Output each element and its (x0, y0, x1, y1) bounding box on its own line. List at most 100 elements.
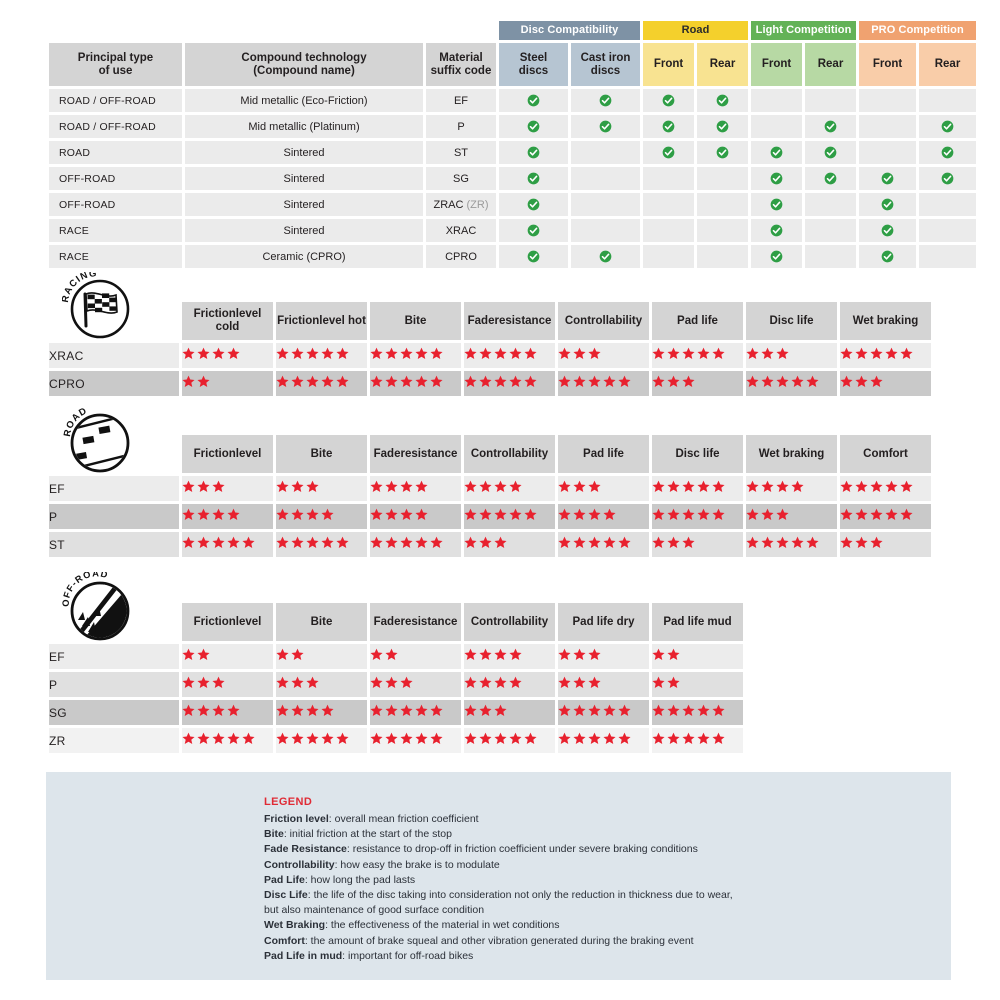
star-icon (588, 648, 601, 660)
compat-col-header-0: Principal type of use (49, 43, 182, 86)
compat-empty-cell (859, 115, 917, 138)
compat-check-cell (751, 193, 803, 216)
star-icon (573, 648, 586, 660)
star-icon (182, 375, 195, 387)
road-header-7: Comfort (840, 435, 931, 473)
star-icon (712, 704, 725, 716)
star-icon (370, 704, 383, 716)
offroad-rating-cell (276, 672, 367, 697)
star-icon (291, 347, 304, 359)
star-icon (306, 347, 319, 359)
compat-check-cell (919, 115, 977, 138)
offroad-row-label: EF (49, 644, 179, 669)
star-icon (840, 536, 853, 548)
compat-compound-cell: Mid metallic (Platinum) (185, 115, 423, 138)
racing-rating-cell (746, 371, 837, 396)
racing-table-body: XRAC CPRO (49, 343, 931, 396)
star-icon (652, 536, 665, 548)
star-icon (776, 508, 789, 520)
star-icon (464, 704, 477, 716)
compat-check-cell (859, 167, 917, 190)
star-icon (430, 536, 443, 548)
table-row: RACE Ceramic (CPRO) CPRO (49, 245, 977, 268)
offroad-ratings-wrapper: Frictionlevel Bite Faderesistance Controlla… (46, 600, 746, 756)
compat-check-cell (751, 141, 803, 164)
road-rating-cell (840, 504, 931, 529)
star-rating (558, 732, 633, 749)
check-icon (770, 198, 783, 211)
table-row: OFF-ROAD Sintered SG (49, 167, 977, 190)
star-icon (682, 732, 695, 744)
star-icon (321, 508, 334, 520)
star-rating (464, 704, 509, 721)
offroad-header-1: Bite (276, 603, 367, 641)
star-icon (509, 732, 522, 744)
star-icon (618, 732, 631, 744)
star-icon (182, 480, 195, 492)
compat-empty-cell (805, 245, 857, 268)
star-icon (618, 704, 631, 716)
star-icon (652, 704, 665, 716)
road-rating-cell (276, 504, 367, 529)
star-icon (697, 704, 710, 716)
star-icon (197, 676, 210, 688)
road-row-label: P (49, 504, 179, 529)
offroad-row-label: P (49, 672, 179, 697)
star-rating (370, 480, 430, 497)
star-icon (479, 347, 492, 359)
star-icon (494, 732, 507, 744)
star-rating (370, 347, 445, 364)
star-icon (306, 676, 319, 688)
offroad-header-5: Pad life mud (652, 603, 743, 641)
table-row: P (49, 504, 931, 529)
star-icon (761, 480, 774, 492)
star-icon (479, 536, 492, 548)
racing-rating-cell (182, 343, 273, 368)
star-icon (840, 480, 853, 492)
star-icon (761, 375, 774, 387)
star-rating (276, 375, 351, 392)
check-icon (941, 172, 954, 185)
star-icon (182, 676, 195, 688)
star-icon (885, 508, 898, 520)
star-icon (291, 704, 304, 716)
star-icon (212, 732, 225, 744)
star-icon (291, 480, 304, 492)
compat-column-header-row: Principal type of use Compound technology(… (49, 43, 977, 86)
star-icon (227, 704, 240, 716)
star-icon (197, 648, 210, 660)
star-icon (400, 375, 413, 387)
road-rating-cell (840, 532, 931, 557)
offroad-header-2: Faderesistance (370, 603, 461, 641)
compat-empty-cell (571, 141, 641, 164)
star-icon (197, 508, 210, 520)
star-icon (306, 704, 319, 716)
star-icon (197, 347, 210, 359)
star-icon (370, 732, 383, 744)
offroad-rating-cell (276, 728, 367, 753)
star-icon (682, 347, 695, 359)
star-icon (509, 480, 522, 492)
table-row: ROAD Sintered ST (49, 141, 977, 164)
star-icon (212, 704, 225, 716)
star-icon (385, 732, 398, 744)
star-icon (558, 704, 571, 716)
racing-rating-cell (840, 371, 931, 396)
compat-check-cell (499, 193, 568, 216)
star-rating (840, 508, 915, 525)
star-icon (479, 676, 492, 688)
racing-header-7: Wet braking (840, 302, 931, 340)
road-table-body: EF P ST (49, 476, 931, 557)
offroad-header-0: Frictionlevel (182, 603, 273, 641)
star-rating (746, 508, 791, 525)
star-icon (415, 480, 428, 492)
compat-group-header-light: Light Competition (751, 21, 857, 40)
star-icon (712, 732, 725, 744)
compat-check-cell (859, 245, 917, 268)
compat-check-cell (805, 167, 857, 190)
check-icon (527, 250, 540, 263)
star-icon (197, 732, 210, 744)
star-icon (276, 375, 289, 387)
road-header-2: Faderesistance (370, 435, 461, 473)
star-rating (464, 648, 524, 665)
